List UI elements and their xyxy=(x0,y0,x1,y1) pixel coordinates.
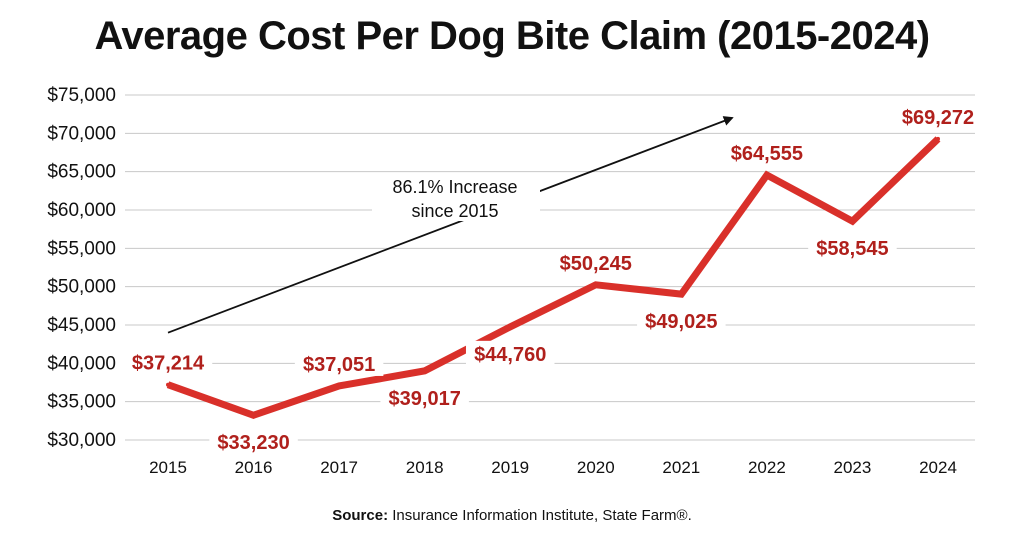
y-tick-label: $65,000 xyxy=(47,162,116,183)
series-polyline xyxy=(166,136,941,419)
data-point xyxy=(593,282,598,287)
data-point xyxy=(850,219,855,224)
x-tick-label: 2017 xyxy=(320,458,358,477)
annotation-text-bg xyxy=(372,173,540,197)
data-label: $44,760 xyxy=(474,344,546,366)
y-tick-label: $40,000 xyxy=(47,353,116,374)
x-tick-label: 2020 xyxy=(577,458,615,477)
source-label: Source: xyxy=(332,507,389,524)
source-text: Insurance Information Institute, State F… xyxy=(388,507,692,524)
data-point xyxy=(679,292,684,297)
data-point xyxy=(337,383,342,388)
y-tick-label: $60,000 xyxy=(47,200,116,221)
y-tick-label: $35,000 xyxy=(47,392,116,413)
x-axis-ticks: 2015 2016 2017 2018 2019 2020 2021 2022 2023 2024 xyxy=(149,458,957,477)
data-labels: $37,214 $33,230 $37,051 $39,017 $44,760 $50,2… xyxy=(123,103,983,455)
data-label-bg xyxy=(637,308,726,334)
data-label-bg xyxy=(808,235,897,261)
data-point xyxy=(251,413,256,418)
data-label-bg xyxy=(123,349,213,375)
data-label: $58,545 xyxy=(816,238,888,260)
annotation-text: since 2015 xyxy=(411,201,498,221)
data-label: $69,272 xyxy=(902,107,974,129)
gridlines xyxy=(125,94,975,441)
data-point xyxy=(764,173,769,178)
data-label: $39,017 xyxy=(389,388,461,410)
increase-annotation: 86.1% Increase since 2015 xyxy=(167,116,734,334)
y-tick-label: $45,000 xyxy=(47,315,116,336)
x-tick-label: 2015 xyxy=(149,458,187,477)
x-tick-label: 2018 xyxy=(406,458,444,477)
data-point xyxy=(936,136,940,141)
data-label-bg xyxy=(893,103,983,129)
y-tick-label: $75,000 xyxy=(47,85,116,106)
data-label-bg xyxy=(465,340,555,366)
series-line xyxy=(166,136,941,419)
y-tick-label: $70,000 xyxy=(47,123,116,144)
annotation-text: 86.1% Increase xyxy=(392,177,517,197)
data-label: $50,245 xyxy=(560,253,632,275)
x-tick-label: 2024 xyxy=(919,458,957,477)
data-label: $64,555 xyxy=(731,143,803,165)
y-tick-label: $50,000 xyxy=(47,277,116,298)
x-tick-label: 2019 xyxy=(491,458,529,477)
y-axis-ticks: $30,000 $35,000 $40,000 $45,000 $50,000 $55,0… xyxy=(47,85,116,451)
data-label-bg xyxy=(209,429,298,455)
data-label: $37,214 xyxy=(132,353,205,375)
data-label-bg xyxy=(722,140,812,166)
x-tick-label: 2023 xyxy=(834,458,872,477)
increase-arrow xyxy=(167,116,734,334)
data-point xyxy=(166,382,170,387)
data-label-bg xyxy=(551,249,641,275)
x-tick-label: 2022 xyxy=(748,458,786,477)
data-point xyxy=(508,324,513,329)
x-tick-label: 2016 xyxy=(235,458,273,477)
line-chart: $30,000 $35,000 $40,000 $45,000 $50,000 $55,0… xyxy=(47,85,983,477)
data-label-bg xyxy=(294,350,384,376)
data-label: $33,230 xyxy=(217,432,289,454)
data-label: $37,051 xyxy=(303,354,375,376)
data-label-bg xyxy=(380,384,469,410)
annotation-text-bg xyxy=(372,197,540,221)
x-tick-label: 2021 xyxy=(662,458,700,477)
data-label: $49,025 xyxy=(645,311,717,333)
data-point xyxy=(422,368,427,373)
y-tick-label: $30,000 xyxy=(47,430,116,451)
chart-title: Average Cost Per Dog Bite Claim (2015-20… xyxy=(94,14,930,58)
source-note: Source: Insurance Information Institute,… xyxy=(0,507,1024,524)
y-tick-label: $55,000 xyxy=(47,238,116,259)
